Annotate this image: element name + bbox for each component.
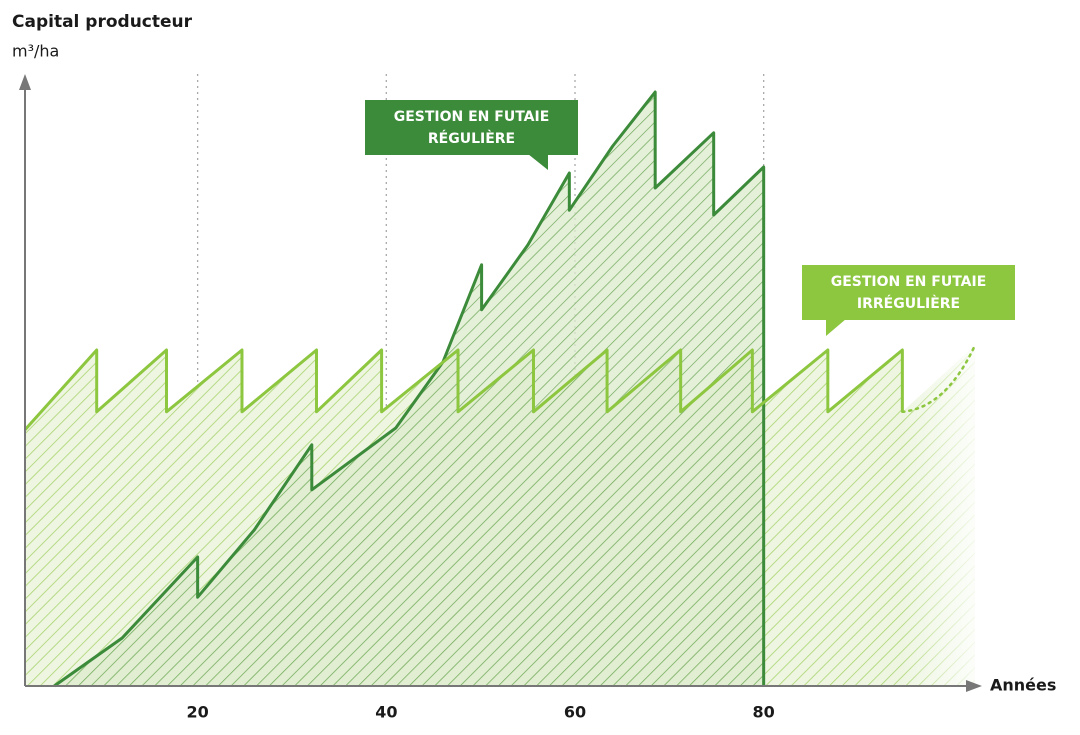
x-axis-arrow [966,680,982,692]
area-fade [902,86,977,686]
x-tick-label: 80 [753,703,775,722]
x-tick-label: 60 [564,703,586,722]
areas [25,86,977,686]
line-dotted [901,343,977,414]
x-tick-label: 20 [187,703,209,722]
x-tick-label: 40 [375,703,397,722]
callout-tail [826,319,846,336]
area [54,92,764,686]
callout-irregular: GESTION EN FUTAIE IRRÉGULIÈRE [802,265,1015,320]
chart-title: Capital producteur [12,12,193,32]
lines [23,90,977,688]
callout-regular: GESTION EN FUTAIE RÉGULIÈRE [365,100,578,155]
y-axis-arrow [19,74,31,90]
axes [19,74,982,692]
line [53,90,766,688]
x-axis-label: Années [990,676,1056,695]
callout-tail [528,154,548,170]
y-axis-label: m³/ha [12,42,59,61]
line [23,348,904,431]
